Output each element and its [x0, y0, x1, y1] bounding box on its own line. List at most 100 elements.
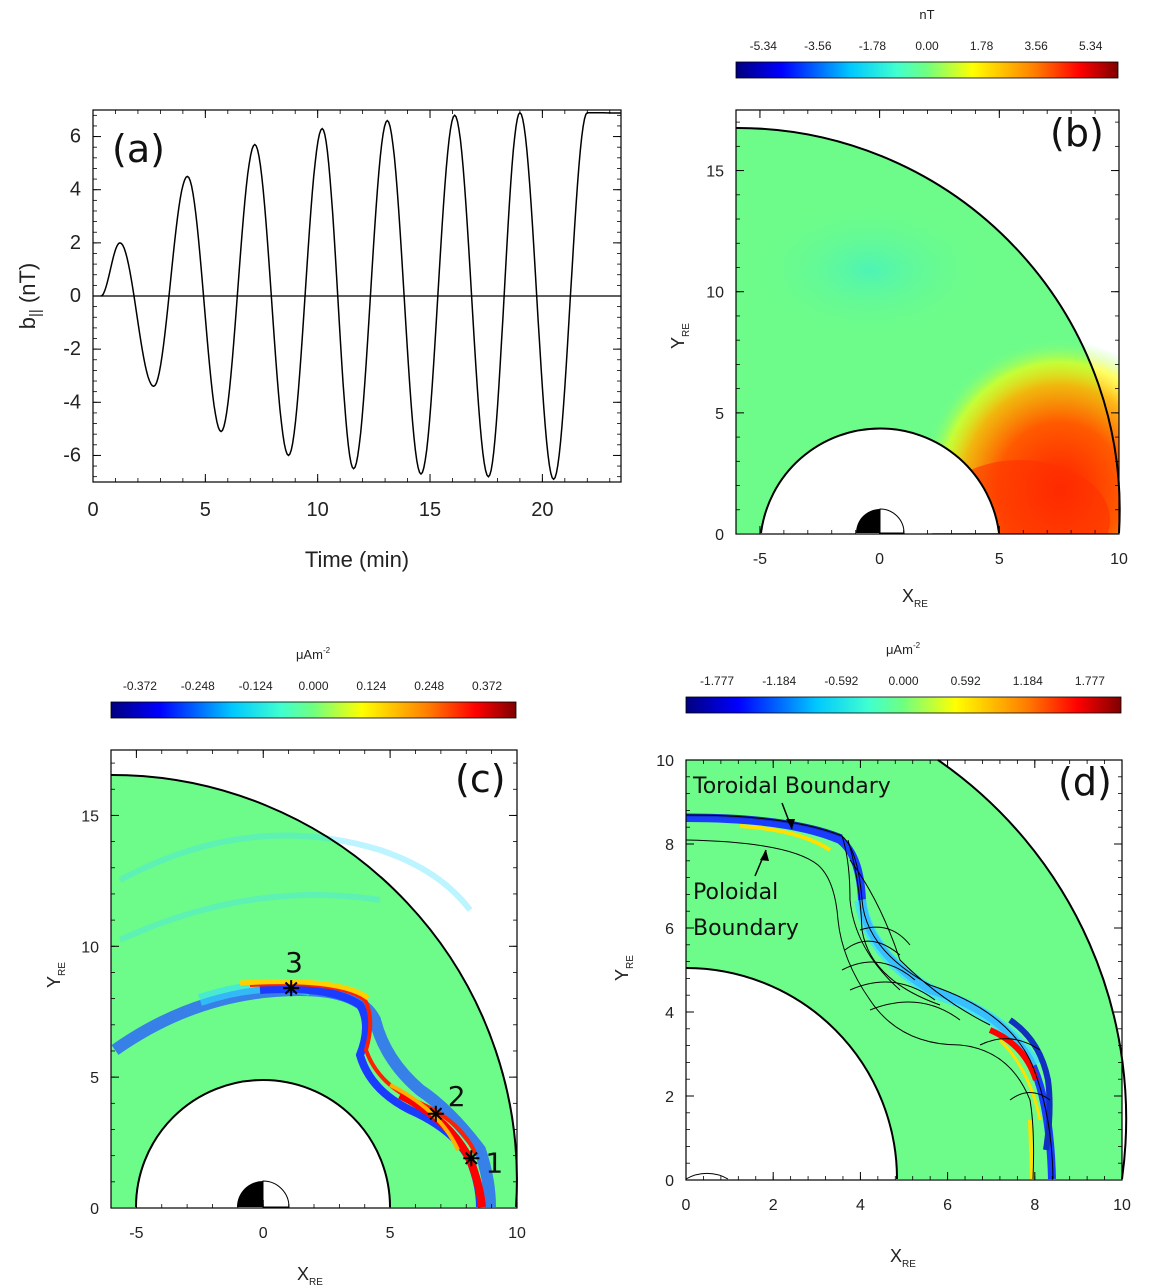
colorbar-tick-label: -1.184: [762, 674, 796, 688]
heatmap-c: [111, 774, 517, 1208]
outer-boundary-c: [110, 773, 518, 1208]
y-axis-label-a: b|| (nT): [15, 263, 44, 330]
y-tick-label: 0: [715, 527, 724, 544]
marker-2-stroke: [429, 1107, 443, 1121]
y-tick-label: 5: [715, 406, 724, 423]
x-tick-label: 6: [943, 1197, 952, 1214]
svg-text:YRE: YRE: [612, 955, 636, 981]
x-tick-label: 20: [531, 499, 553, 521]
y-tick-label: 2: [70, 232, 81, 254]
marker-1-label: 1: [485, 1146, 503, 1179]
x-axis-label-b: XRE: [902, 586, 928, 610]
svg-text:YRE: YRE: [44, 962, 68, 988]
colorbar-tick-label: 3.56: [1024, 39, 1048, 53]
tick-labels-a: 0 5 10 15 20 -6 -4 -2 0 2 4 6: [63, 126, 553, 521]
colorbar-c: [110, 701, 517, 719]
inner-boundary-b: [760, 427, 1000, 534]
x-tick-label: 0: [87, 499, 98, 521]
colorbar-ticks-d: -1.777 -1.184 -0.592 0.000 0.592 1.184 1.777: [700, 674, 1105, 688]
marker-3-label: 3: [285, 946, 303, 979]
y-tick-label: 6: [665, 921, 674, 938]
marker-2-label: 2: [448, 1080, 466, 1113]
colorbar-tick-label: -3.56: [804, 39, 832, 53]
tick-labels-b: -5 0 5 10 0 5 10 15: [706, 164, 1128, 568]
panel-c: μAm-2 -0.372 -0.248 -0.124 0.000 0.124 0.248 0…: [44, 646, 526, 1288]
x-tick-label: -5: [753, 551, 767, 568]
y-tick-label: 10: [81, 939, 99, 956]
annotation-toroidal: Toroidal Boundary: [692, 774, 891, 830]
panel-label-c: (c): [455, 757, 506, 801]
svg-text:Poloidal: Poloidal: [693, 880, 778, 905]
colorbar-tick-label: 1.184: [1013, 674, 1043, 688]
colorbar-tick-label: 0.248: [414, 679, 444, 693]
x-tick-label: 15: [419, 499, 441, 521]
colorbar-tick-label: -1.777: [700, 674, 734, 688]
x-tick-label: 8: [1030, 1197, 1039, 1214]
x-tick-label: 5: [200, 499, 211, 521]
x-tick-label: 10: [1113, 1197, 1131, 1214]
colorbar-tick-label: 1.777: [1075, 674, 1105, 688]
x-tick-label: 0: [682, 1197, 691, 1214]
y-tick-label: 10: [656, 753, 674, 770]
y-tick-label: -4: [63, 391, 81, 413]
colorbar-tick-label: 1.78: [970, 39, 994, 53]
colorbar-d: [685, 696, 1122, 714]
colorbar-tick-label: 0.592: [951, 674, 981, 688]
x-axis-label-d: XRE: [890, 1246, 916, 1270]
y-tick-label: 4: [70, 179, 81, 201]
outer-boundary-d: [937, 759, 1128, 1180]
colorbar-tick-label: -1.78: [859, 39, 887, 53]
colorbar-tick-label: -0.124: [239, 679, 273, 693]
y-tick-label: 0: [90, 1201, 99, 1218]
x-tick-label: 5: [995, 551, 1004, 568]
heatmap-d: [686, 760, 1122, 1180]
x-tick-label: -5: [129, 1225, 143, 1242]
x-axis-label-c: XRE: [297, 1264, 323, 1288]
heatmap-b: [736, 127, 1119, 534]
colorbar-tick-label: 0.000: [888, 674, 918, 688]
svg-text:b|| (nT): b|| (nT): [15, 263, 44, 330]
axis-ticks-a: [92, 110, 621, 482]
tick-labels-c: -5 0 5 10 0 5 10 15: [81, 808, 526, 1242]
annotation-poloidal: Poloidal Boundary: [693, 849, 799, 941]
axis-ticks-d: [685, 759, 1123, 1181]
y-tick-label: 15: [81, 808, 99, 825]
x-tick-label: 5: [386, 1225, 395, 1242]
marker-1-stroke: [464, 1151, 478, 1165]
colorbar-tick-label: 0.124: [356, 679, 386, 693]
boundary-lines-d: [685, 814, 1054, 1180]
outer-boundary-b: [735, 126, 1121, 534]
x-tick-label: 10: [1110, 551, 1128, 568]
inner-boundary-d: [685, 967, 898, 1180]
y-tick-label: 2: [665, 1089, 674, 1106]
colorbar-tick-label: 5.34: [1079, 39, 1103, 53]
svg-text:Boundary: Boundary: [693, 916, 799, 941]
x-axis-label-a: Time (min): [305, 547, 409, 572]
x-tick-label: 0: [259, 1225, 268, 1242]
x-tick-label: 4: [856, 1197, 865, 1214]
colorbar-ticks-b: -5.34 -3.56 -1.78 0.00 1.78 3.56 5.34: [750, 39, 1103, 53]
colorbar-tick-label: 0.000: [298, 679, 328, 693]
colorbar-tick-label: -0.592: [824, 674, 858, 688]
colorbar-ticks-c: -0.372 -0.248 -0.124 0.000 0.124 0.248 0.372: [123, 679, 502, 693]
colorbar-title-b: nT: [919, 7, 934, 22]
panel-b: nT -5.34 -3.56 -1.78 0.00 1.78 3.56 5.34 -5 0 5 1…: [668, 7, 1128, 610]
x-tick-label: 2: [769, 1197, 778, 1214]
colorbar-tick-label: 0.00: [915, 39, 939, 53]
svg-text:Toroidal Boundary: Toroidal Boundary: [692, 774, 891, 799]
y-tick-label: 5: [90, 1070, 99, 1087]
x-tick-label: 10: [307, 499, 329, 521]
y-tick-label: 6: [70, 126, 81, 148]
y-tick-label: -2: [63, 338, 81, 360]
panel-label-d: (d): [1058, 760, 1112, 804]
y-tick-label: 4: [665, 1005, 674, 1022]
colorbar-b: [735, 61, 1119, 79]
colorbar-title-d: μAm-2: [886, 641, 921, 657]
y-axis-label-b: YRE: [668, 323, 692, 349]
plot-frame-d: [685, 759, 1123, 1181]
y-tick-label: 8: [665, 837, 674, 854]
x-tick-label: 10: [508, 1225, 526, 1242]
y-axis-label-d: YRE: [612, 955, 636, 981]
y-tick-label: 0: [70, 285, 81, 307]
panel-d: μAm-2 -1.777 -1.184 -0.592 0.000 0.592 1.184 1…: [612, 641, 1131, 1270]
